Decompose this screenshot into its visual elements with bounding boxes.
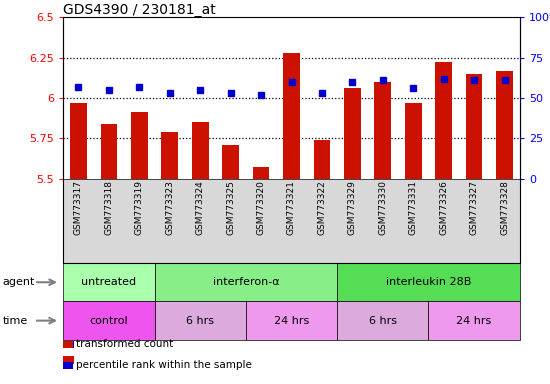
Bar [283, 53, 300, 179]
Text: GSM773330: GSM773330 [378, 180, 387, 235]
Bar [466, 74, 482, 179]
Text: interleukin 28B: interleukin 28B [386, 277, 471, 287]
Bar [252, 167, 270, 179]
Bar [161, 132, 178, 179]
Text: GSM773317: GSM773317 [74, 180, 83, 235]
Bar [375, 82, 391, 179]
Text: GSM773327: GSM773327 [470, 180, 478, 235]
Text: GSM773331: GSM773331 [409, 180, 418, 235]
Text: untreated: untreated [81, 277, 136, 287]
Text: GSM773328: GSM773328 [500, 180, 509, 235]
Text: GSM773318: GSM773318 [104, 180, 113, 235]
Bar [435, 63, 452, 179]
Bar [344, 88, 361, 179]
Text: GSM773321: GSM773321 [287, 180, 296, 235]
Bar [70, 103, 87, 179]
Text: GSM773329: GSM773329 [348, 180, 357, 235]
Text: control: control [90, 316, 128, 326]
Text: GSM773319: GSM773319 [135, 180, 144, 235]
Bar [222, 145, 239, 179]
Text: GSM773320: GSM773320 [256, 180, 266, 235]
Text: time: time [3, 316, 28, 326]
Text: interferon-α: interferon-α [212, 277, 279, 287]
Text: 6 hrs: 6 hrs [186, 316, 214, 326]
Bar [314, 140, 331, 179]
Bar [131, 113, 148, 179]
Bar [192, 122, 208, 179]
Bar [496, 71, 513, 179]
Text: GSM773324: GSM773324 [196, 180, 205, 235]
Text: 6 hrs: 6 hrs [369, 316, 397, 326]
Text: GSM773323: GSM773323 [165, 180, 174, 235]
Text: GDS4390 / 230181_at: GDS4390 / 230181_at [63, 3, 216, 17]
Text: GSM773325: GSM773325 [226, 180, 235, 235]
Text: agent: agent [3, 277, 35, 287]
Bar [405, 103, 422, 179]
Text: GSM773326: GSM773326 [439, 180, 448, 235]
Text: 24 hrs: 24 hrs [274, 316, 309, 326]
Text: transformed count: transformed count [76, 339, 174, 349]
Text: GSM773322: GSM773322 [317, 180, 327, 235]
Text: 24 hrs: 24 hrs [456, 316, 492, 326]
Bar [101, 124, 117, 179]
Text: percentile rank within the sample: percentile rank within the sample [76, 360, 252, 370]
